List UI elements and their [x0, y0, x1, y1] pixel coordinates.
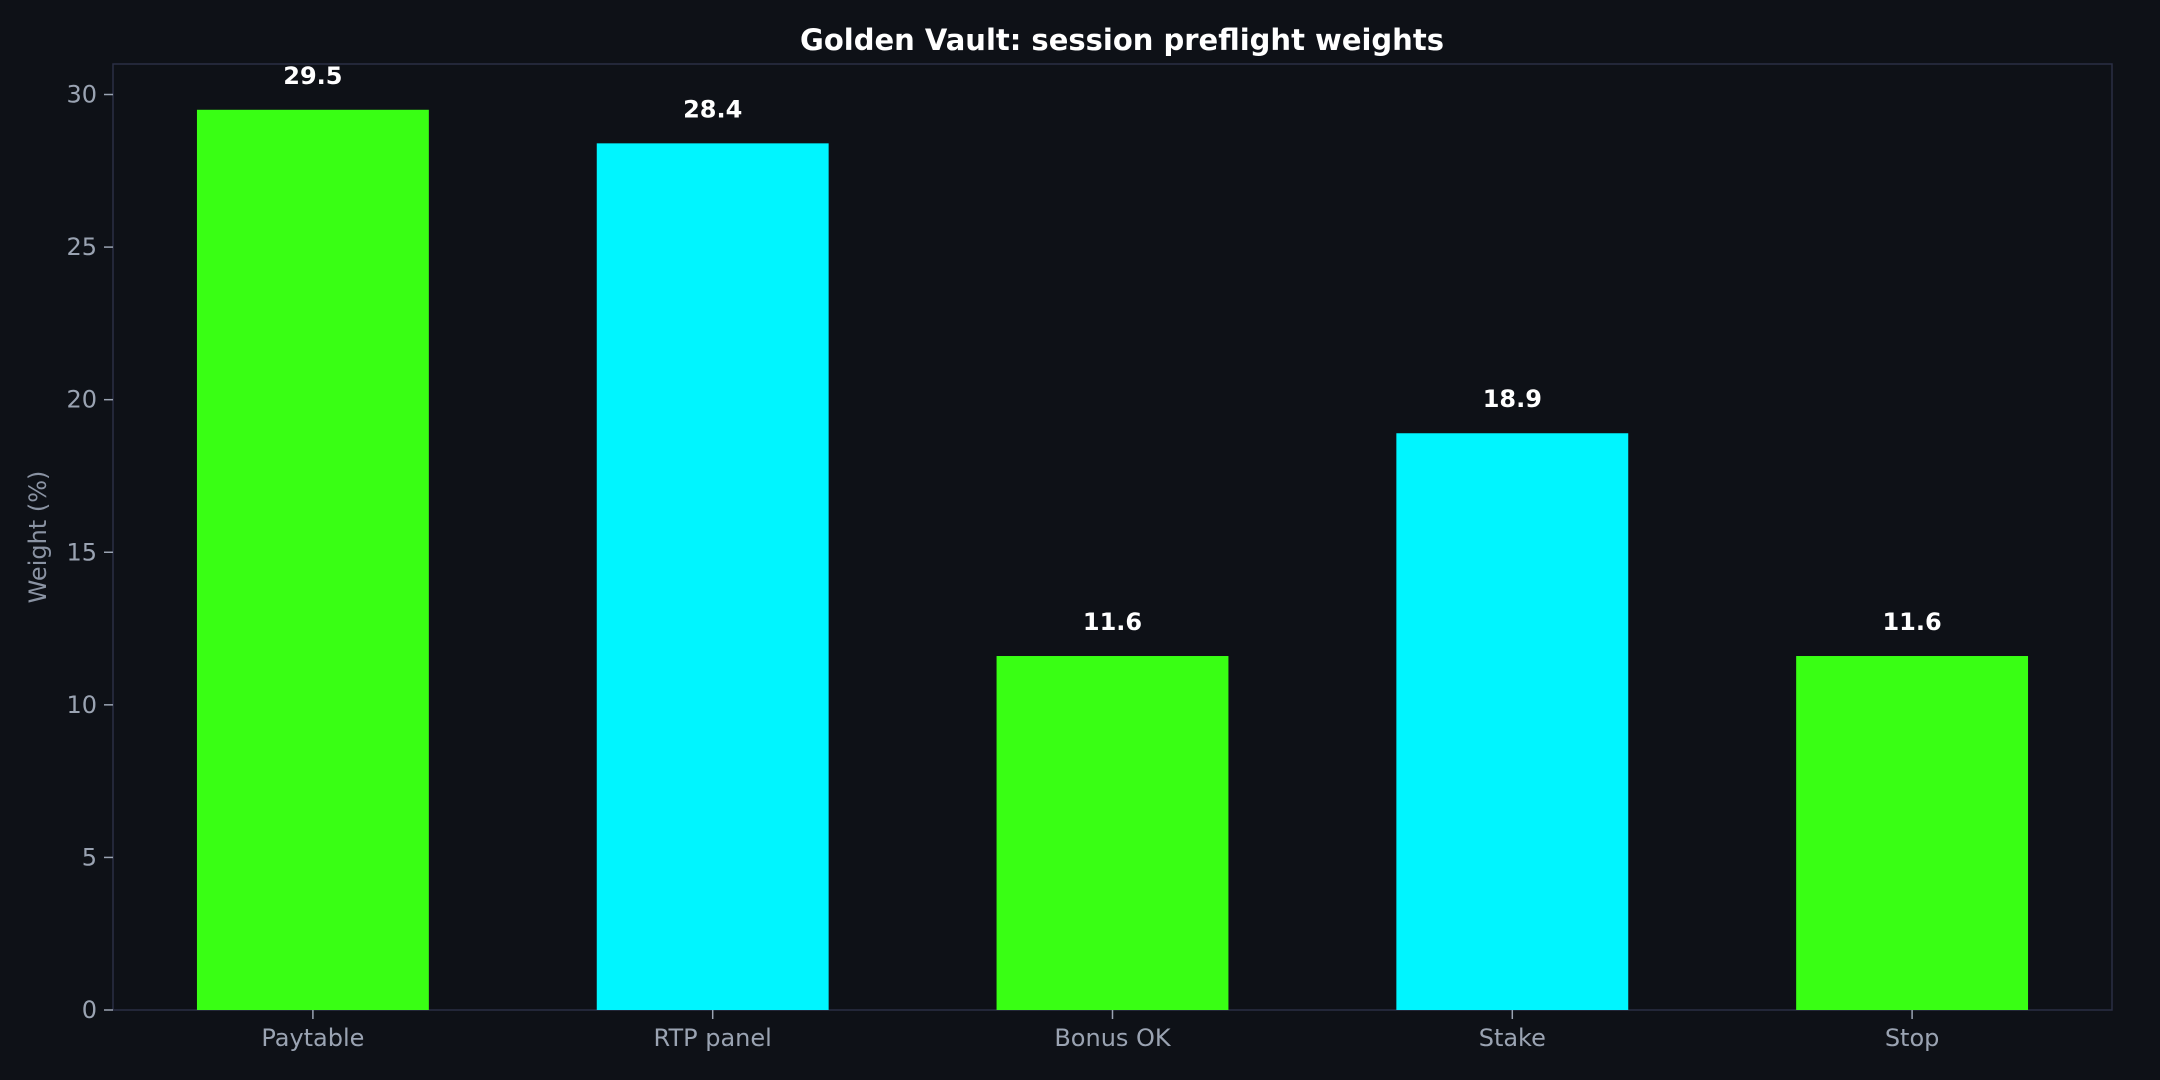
- data-label: 18.9: [1483, 385, 1542, 413]
- x-tick-label: RTP panel: [654, 1024, 772, 1052]
- y-tick-label: 25: [66, 233, 97, 261]
- bar-rtp-panel: [596, 143, 829, 1011]
- bar-stake: [1396, 433, 1629, 1011]
- bars-group: [196, 109, 2029, 1011]
- data-label: 11.6: [1083, 608, 1142, 636]
- chart-title: Golden Vault: session preflight weights: [800, 23, 1444, 57]
- data-label: 29.5: [283, 62, 342, 90]
- y-tick-label: 0: [82, 996, 97, 1024]
- y-tick-label: 10: [66, 691, 97, 719]
- y-tick-label: 20: [66, 386, 97, 414]
- bar-stop: [1796, 656, 2029, 1010]
- y-tick-label: 15: [66, 538, 97, 566]
- x-tick-label: Stop: [1885, 1024, 1940, 1052]
- x-tick-label: Stake: [1479, 1024, 1546, 1052]
- y-axis-label: Weight (%): [24, 471, 52, 604]
- data-labels-group: 29.5 28.4 11.6 18.9 11.6: [283, 62, 1941, 636]
- bar-bonus-ok: [996, 656, 1229, 1010]
- y-tick-label: 5: [82, 843, 97, 871]
- y-tick-label: 30: [66, 81, 97, 109]
- y-axis: 0 5 10 15 20 25 30: [66, 81, 113, 1024]
- data-label: 11.6: [1882, 608, 1941, 636]
- x-tick-label: Bonus OK: [1054, 1024, 1172, 1052]
- x-tick-label: Paytable: [261, 1024, 364, 1052]
- data-label: 28.4: [683, 95, 742, 123]
- bar-paytable: [196, 109, 429, 1011]
- x-axis: Paytable RTP panel Bonus OK Stake Stop: [261, 1010, 1939, 1052]
